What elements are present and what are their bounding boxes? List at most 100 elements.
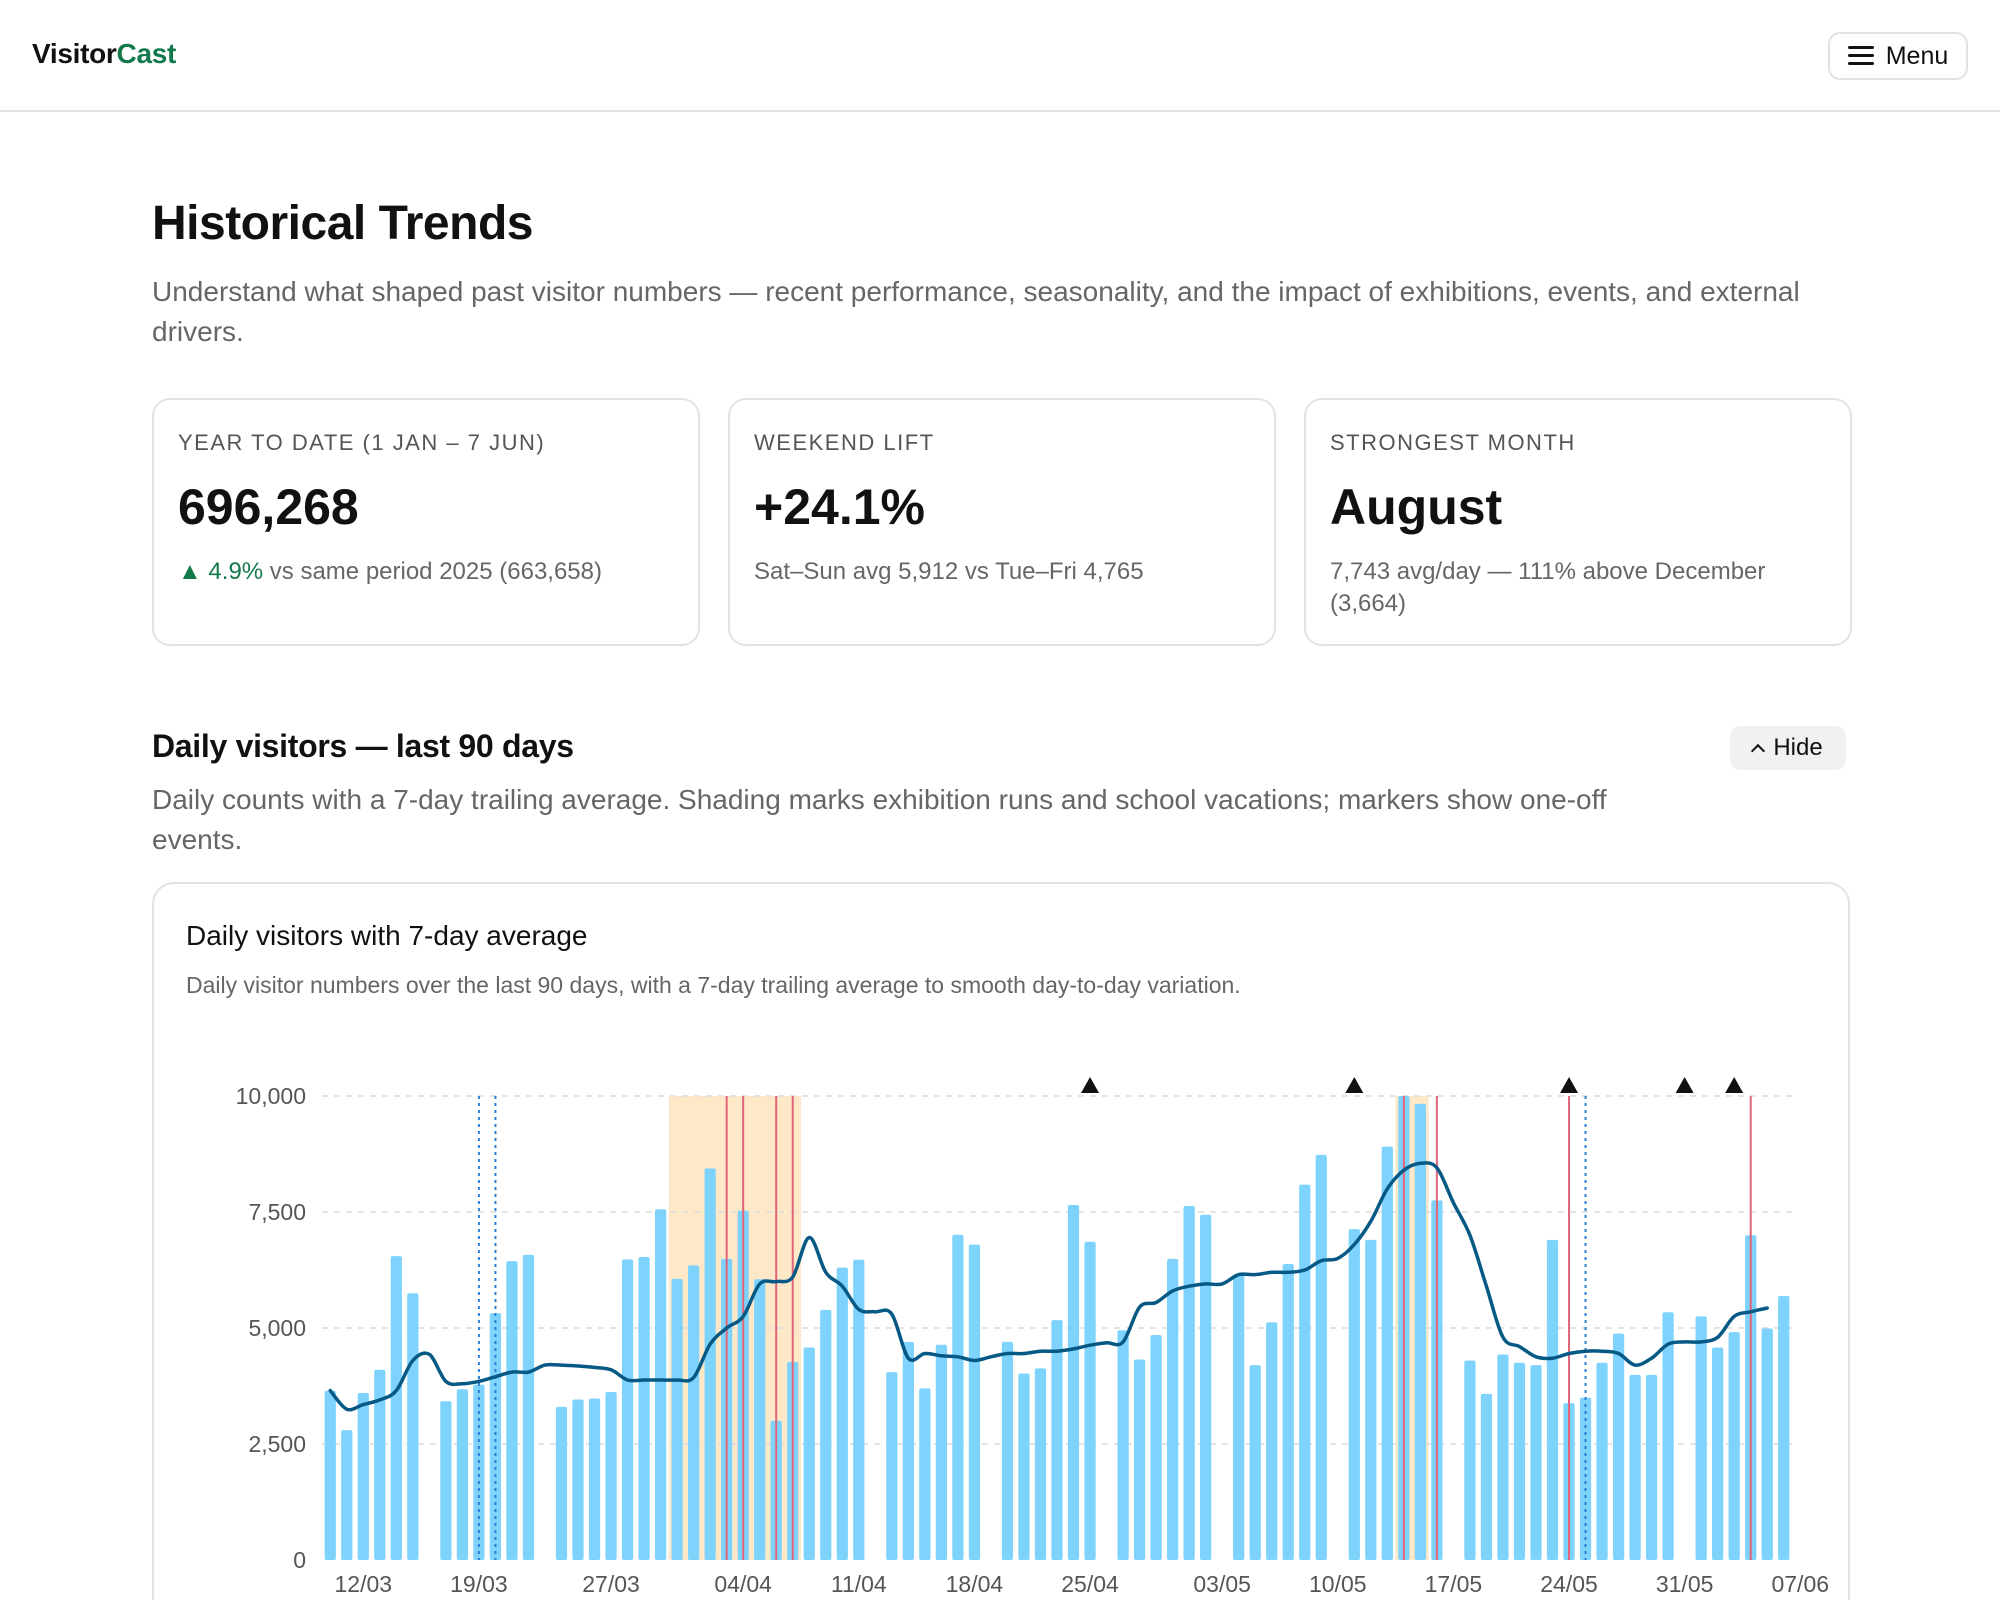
bar xyxy=(1464,1360,1476,1560)
kpi-value: 696,268 xyxy=(178,479,359,535)
bar xyxy=(1414,1103,1426,1560)
bar xyxy=(902,1341,914,1560)
bar xyxy=(654,1209,667,1560)
logo-part-cast: Cast xyxy=(116,38,177,69)
bar xyxy=(456,1389,469,1560)
bar xyxy=(1629,1374,1641,1560)
bar xyxy=(1480,1393,1493,1560)
kpi-note: Sat–Sun avg 5,912 vs Tue–Fri 4,765 xyxy=(754,558,1144,585)
chevron-up-icon xyxy=(1751,743,1766,759)
x-tick-label: 04/04 xyxy=(714,1571,772,1597)
bar xyxy=(390,1256,402,1560)
bar xyxy=(638,1257,650,1560)
bar xyxy=(886,1372,898,1560)
x-tick-label: 11/04 xyxy=(831,1571,887,1597)
bar xyxy=(588,1398,601,1560)
chart-card: Daily visitors with 7-day average Daily … xyxy=(152,882,1850,1600)
kpi-card-strongest-month: Strongest month August 7,743 avg/day — 1… xyxy=(1304,398,1852,646)
bar xyxy=(1266,1322,1278,1560)
bar xyxy=(1381,1146,1393,1560)
event-marker-triangle-icon xyxy=(1560,1077,1579,1093)
bar xyxy=(1695,1316,1707,1560)
bar xyxy=(1067,1205,1080,1560)
bar xyxy=(1579,1397,1592,1560)
kpi-value: August xyxy=(1330,479,1503,535)
x-tick-label: 12/03 xyxy=(335,1571,393,1597)
seven-day-average-line xyxy=(328,1161,1769,1412)
x-tick-label: 18/04 xyxy=(946,1571,1004,1597)
bar xyxy=(704,1168,716,1560)
bar xyxy=(836,1267,848,1560)
section-description: Daily counts with a 7-day trailing avera… xyxy=(152,784,1607,855)
bar xyxy=(1315,1154,1327,1560)
y-tick-label: 0 xyxy=(293,1547,306,1573)
bar xyxy=(1233,1274,1245,1560)
bar xyxy=(820,1309,832,1560)
bar xyxy=(1183,1205,1195,1560)
bar xyxy=(1001,1341,1014,1560)
page-title: Historical Trends xyxy=(152,197,533,250)
x-tick-label: 25/04 xyxy=(1061,1571,1119,1597)
app-logo[interactable]: VisitorCast xyxy=(32,38,176,70)
bar xyxy=(935,1344,947,1560)
x-tick-label: 31/05 xyxy=(1656,1571,1714,1597)
bar xyxy=(671,1278,683,1560)
hide-button[interactable]: Hide xyxy=(1730,726,1846,770)
kpi-note: ▲ 4.9% vs same period 2025 (663,658) xyxy=(178,556,678,588)
section-title: Daily visitors — last 90 days xyxy=(152,728,574,764)
bar xyxy=(1662,1312,1674,1560)
kpi-comparison: vs same period 2025 (663,658) xyxy=(263,558,602,585)
bar xyxy=(919,1388,931,1560)
bar xyxy=(555,1406,568,1560)
y-tick-label: 10,000 xyxy=(236,1083,306,1109)
bar xyxy=(1530,1365,1542,1560)
page-description: Understand what shaped past visitor numb… xyxy=(152,276,1800,347)
x-tick-label: 17/05 xyxy=(1425,1571,1483,1597)
bar xyxy=(1084,1241,1096,1560)
top-bar: VisitorCast Menu xyxy=(0,0,2000,112)
bar xyxy=(324,1390,336,1560)
bar xyxy=(1645,1374,1658,1560)
bar xyxy=(1365,1239,1377,1560)
y-tick-label: 7,500 xyxy=(248,1199,306,1225)
bar xyxy=(374,1369,386,1560)
bar xyxy=(440,1401,452,1560)
bar xyxy=(341,1430,353,1560)
menu-label: Menu xyxy=(1885,41,1949,70)
bar xyxy=(952,1234,964,1560)
y-tick-label: 5,000 xyxy=(248,1315,306,1341)
bar xyxy=(1513,1362,1526,1560)
event-marker-triangle-icon xyxy=(1345,1077,1364,1093)
kpi-card-year-to-date: Year to date (1 Jan – 7 Jun) 696,268 ▲ 4… xyxy=(152,398,700,646)
kpi-change-up: ▲ 4.9% xyxy=(178,558,264,585)
menu-button[interactable]: Menu xyxy=(1828,32,1968,80)
bar xyxy=(621,1259,634,1560)
daily-visitors-chart: 0 2,500 5,000 7,500 10,000 12/03 19/03 27/03 04/… xyxy=(236,1077,1829,1597)
x-tick-label: 24/05 xyxy=(1540,1571,1598,1597)
bar xyxy=(1034,1368,1047,1560)
bar xyxy=(1596,1362,1608,1560)
bar xyxy=(473,1384,485,1560)
bar xyxy=(1546,1239,1559,1560)
bar xyxy=(1497,1354,1509,1560)
bar xyxy=(1167,1258,1179,1560)
bar xyxy=(1018,1373,1030,1560)
bar xyxy=(1249,1365,1261,1560)
bar xyxy=(968,1244,981,1560)
bar xyxy=(1299,1184,1311,1560)
kpi-value: +24.1% xyxy=(754,479,925,535)
bar xyxy=(407,1293,419,1560)
y-tick-label: 2,500 xyxy=(248,1431,306,1457)
bar xyxy=(853,1259,865,1560)
event-marker-triangle-icon xyxy=(1081,1077,1100,1093)
bar xyxy=(1612,1333,1625,1560)
x-tick-label: 19/03 xyxy=(450,1571,508,1597)
hamburger-icon xyxy=(1847,46,1874,66)
bar xyxy=(1150,1334,1162,1560)
bar xyxy=(1761,1328,1773,1560)
x-tick-label: 10/05 xyxy=(1309,1571,1367,1597)
bar xyxy=(1348,1229,1360,1560)
kpi-note: 7,743 avg/day — 111% above December (3,6… xyxy=(1330,558,1766,617)
bar xyxy=(1282,1263,1294,1560)
hide-label: Hide xyxy=(1773,734,1823,761)
